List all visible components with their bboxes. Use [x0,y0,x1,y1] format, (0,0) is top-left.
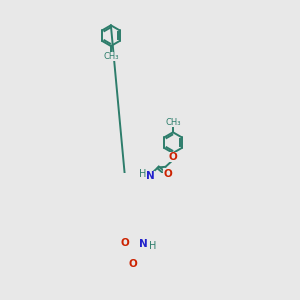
Text: O: O [129,259,138,269]
Text: O: O [121,238,130,248]
Text: N: N [146,171,155,181]
Text: H: H [139,169,146,179]
Text: H: H [149,241,156,250]
Text: CH₃: CH₃ [103,52,118,61]
Text: N: N [139,239,148,250]
Text: O: O [169,152,177,162]
Text: CH₃: CH₃ [165,118,181,127]
Text: O: O [164,169,172,179]
